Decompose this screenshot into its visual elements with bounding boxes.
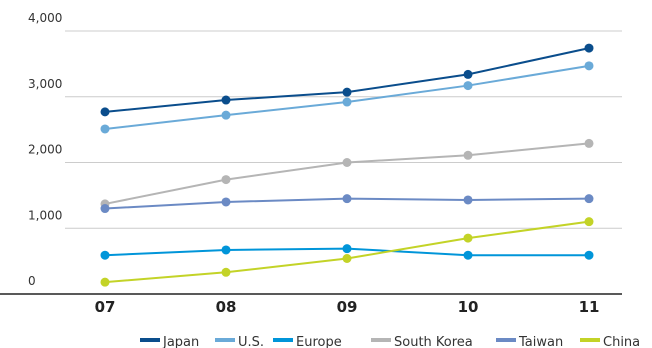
- x-tick-label: 10: [458, 298, 479, 316]
- legend-label: South Korea: [394, 335, 473, 348]
- data-point: [584, 250, 594, 260]
- y-tick-label: 0: [28, 274, 36, 288]
- x-tick-label: 09: [337, 298, 358, 316]
- y-axis-ticks: 0 1,000 2,000 3,000 4,000: [28, 11, 62, 288]
- data-point: [584, 217, 594, 227]
- legend-label: Taiwan: [518, 335, 563, 348]
- data-point: [342, 194, 352, 204]
- legend-swatch: [371, 338, 391, 342]
- series-group: [100, 43, 594, 287]
- data-point: [342, 87, 352, 97]
- data-point: [221, 110, 231, 120]
- data-point: [584, 194, 594, 204]
- data-point: [463, 195, 473, 205]
- data-point: [463, 81, 473, 91]
- legend-swatch: [140, 338, 160, 342]
- x-tick-label: 08: [216, 298, 237, 316]
- data-point: [221, 245, 231, 255]
- data-point: [463, 233, 473, 243]
- data-point: [463, 150, 473, 160]
- data-point: [221, 267, 231, 277]
- data-point: [100, 124, 110, 134]
- data-point: [100, 204, 110, 214]
- data-point: [463, 250, 473, 260]
- legend: Japan U.S. Europe South Korea Taiwan China: [140, 335, 640, 348]
- legend-label: U.S.: [238, 335, 264, 348]
- data-point: [584, 61, 594, 71]
- series-1: [100, 61, 594, 134]
- legend-swatch: [580, 338, 600, 342]
- series-5: [100, 217, 594, 287]
- grid-lines: [65, 30, 622, 229]
- data-point: [342, 97, 352, 107]
- y-tick-label: 3,000: [28, 77, 62, 91]
- legend-label: China: [603, 335, 640, 348]
- legend-label: Europe: [296, 335, 342, 348]
- data-point: [584, 138, 594, 148]
- x-axis-ticks: 07 08 09 10 11: [95, 298, 600, 316]
- x-tick-label: 11: [579, 298, 600, 316]
- data-point: [100, 107, 110, 117]
- data-point: [100, 277, 110, 287]
- data-point: [100, 250, 110, 260]
- data-point: [221, 197, 231, 207]
- x-tick-label: 07: [95, 298, 116, 316]
- y-tick-label: 2,000: [28, 143, 62, 157]
- legend-swatch: [273, 338, 293, 342]
- series-0: [100, 43, 594, 117]
- data-point: [584, 43, 594, 53]
- series-line: [104, 64, 590, 130]
- data-point: [463, 69, 473, 79]
- data-point: [342, 244, 352, 254]
- data-point: [342, 158, 352, 167]
- series-4: [100, 194, 594, 214]
- series-2: [100, 244, 594, 260]
- y-tick-label: 4,000: [28, 11, 62, 25]
- legend-swatch: [496, 338, 516, 342]
- legend-swatch: [215, 338, 235, 342]
- y-tick-label: 1,000: [28, 208, 62, 222]
- data-point: [342, 253, 352, 263]
- legend-label: Japan: [162, 335, 199, 348]
- data-point: [221, 175, 231, 185]
- data-point: [221, 95, 231, 105]
